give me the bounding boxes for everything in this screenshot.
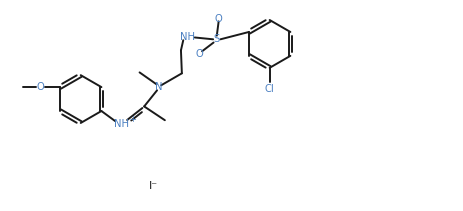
Text: O: O (37, 82, 44, 92)
Text: S: S (214, 34, 220, 44)
Text: NH: NH (181, 32, 195, 42)
Text: N: N (155, 82, 163, 92)
Text: O: O (195, 49, 203, 59)
Text: O: O (215, 14, 223, 24)
Text: Cl: Cl (265, 84, 275, 94)
Text: NH: NH (114, 119, 129, 129)
Text: +: + (129, 115, 136, 124)
Text: I⁻: I⁻ (149, 181, 158, 191)
